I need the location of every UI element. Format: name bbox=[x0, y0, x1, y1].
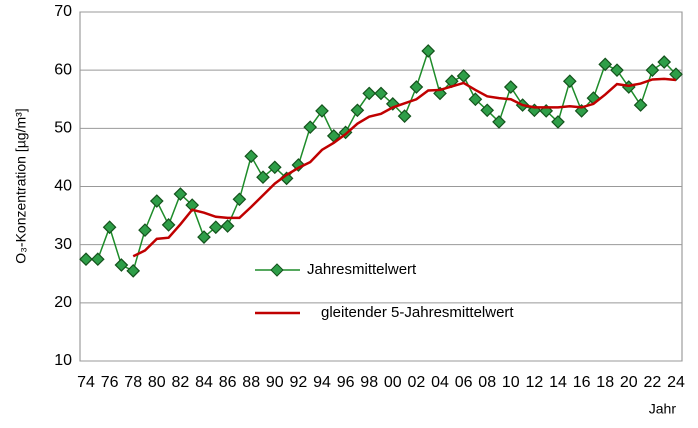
data-point bbox=[315, 104, 329, 118]
x-tick-label: 74 bbox=[77, 374, 95, 391]
data-point bbox=[456, 69, 471, 83]
data-point bbox=[409, 80, 424, 94]
legend-label: gleitender 5-Jahresmittelwert bbox=[321, 304, 514, 321]
data-point bbox=[232, 192, 247, 207]
data-point bbox=[220, 219, 235, 233]
x-tick-label: 82 bbox=[172, 374, 190, 391]
y-tick-label: 60 bbox=[54, 61, 72, 78]
data-point bbox=[480, 103, 495, 118]
y-tick-label: 40 bbox=[54, 178, 72, 195]
x-tick-label: 04 bbox=[431, 374, 449, 391]
x-tick-label: 22 bbox=[644, 374, 662, 391]
data-point bbox=[503, 80, 518, 94]
x-tick-label: 78 bbox=[124, 374, 142, 391]
x-tick-label: 92 bbox=[290, 374, 308, 391]
x-tick-label: 76 bbox=[101, 374, 119, 391]
data-point bbox=[126, 263, 141, 278]
data-point bbox=[610, 63, 624, 78]
data-point bbox=[433, 86, 447, 101]
x-tick-label: 00 bbox=[384, 374, 402, 391]
data-point bbox=[374, 86, 388, 101]
x-tick-label: 14 bbox=[549, 374, 567, 391]
data-point bbox=[244, 149, 259, 164]
data-point bbox=[492, 115, 506, 129]
data-point bbox=[633, 98, 648, 112]
data-point bbox=[208, 220, 223, 235]
x-tick-label: 80 bbox=[148, 374, 166, 391]
legend-label: Jahresmittelwert bbox=[307, 261, 417, 278]
data-point bbox=[138, 223, 152, 237]
data-point bbox=[267, 160, 282, 175]
y-tick-label: 50 bbox=[54, 120, 72, 137]
data-point bbox=[291, 158, 306, 172]
x-tick-label: 98 bbox=[360, 374, 378, 391]
x-tick-label: 18 bbox=[596, 374, 614, 391]
data-point bbox=[79, 252, 93, 267]
x-axis-label: Jahr bbox=[649, 401, 677, 417]
x-tick-label: 12 bbox=[526, 374, 544, 391]
data-point bbox=[350, 103, 365, 118]
data-point bbox=[562, 74, 577, 89]
x-tick-label: 90 bbox=[266, 374, 284, 391]
y-tick-label: 10 bbox=[54, 352, 72, 369]
x-tick-label: 10 bbox=[502, 374, 520, 391]
y-tick-label: 30 bbox=[54, 236, 72, 253]
data-point bbox=[468, 92, 483, 107]
data-point bbox=[256, 170, 270, 185]
x-tick-label: 06 bbox=[455, 374, 473, 391]
x-tick-label: 24 bbox=[667, 374, 685, 391]
data-point bbox=[551, 115, 565, 129]
data-point bbox=[598, 57, 613, 72]
x-tick-label: 88 bbox=[242, 374, 260, 391]
data-point bbox=[149, 194, 164, 208]
x-tick-label: 16 bbox=[573, 374, 591, 391]
y-tick-label: 20 bbox=[54, 294, 72, 311]
data-point bbox=[362, 86, 377, 101]
data-point bbox=[574, 104, 589, 118]
x-tick-label: 20 bbox=[620, 374, 638, 391]
data-point bbox=[669, 67, 683, 82]
y-tick-label: 70 bbox=[54, 3, 72, 20]
x-tick-label: 02 bbox=[408, 374, 426, 391]
data-point bbox=[645, 63, 660, 78]
x-tick-label: 96 bbox=[337, 374, 355, 391]
x-tick-label: 94 bbox=[313, 374, 331, 391]
data-point bbox=[303, 120, 318, 135]
series-line bbox=[132, 77, 677, 258]
legend-marker bbox=[270, 263, 284, 277]
data-point bbox=[114, 258, 129, 272]
x-tick-label: 86 bbox=[219, 374, 237, 391]
data-point bbox=[197, 230, 211, 244]
data-point bbox=[102, 220, 117, 235]
data-point bbox=[421, 44, 436, 58]
data-point bbox=[657, 55, 672, 69]
y-axis-label: O₃-Konzentration [µg/m³] bbox=[13, 108, 29, 263]
x-tick-label: 84 bbox=[195, 374, 213, 391]
data-point bbox=[90, 252, 105, 267]
data-point bbox=[161, 218, 176, 232]
data-point bbox=[397, 109, 412, 123]
x-tick-label: 08 bbox=[478, 374, 496, 391]
data-point bbox=[173, 187, 188, 201]
series-line bbox=[86, 48, 677, 272]
data-point bbox=[539, 104, 554, 118]
